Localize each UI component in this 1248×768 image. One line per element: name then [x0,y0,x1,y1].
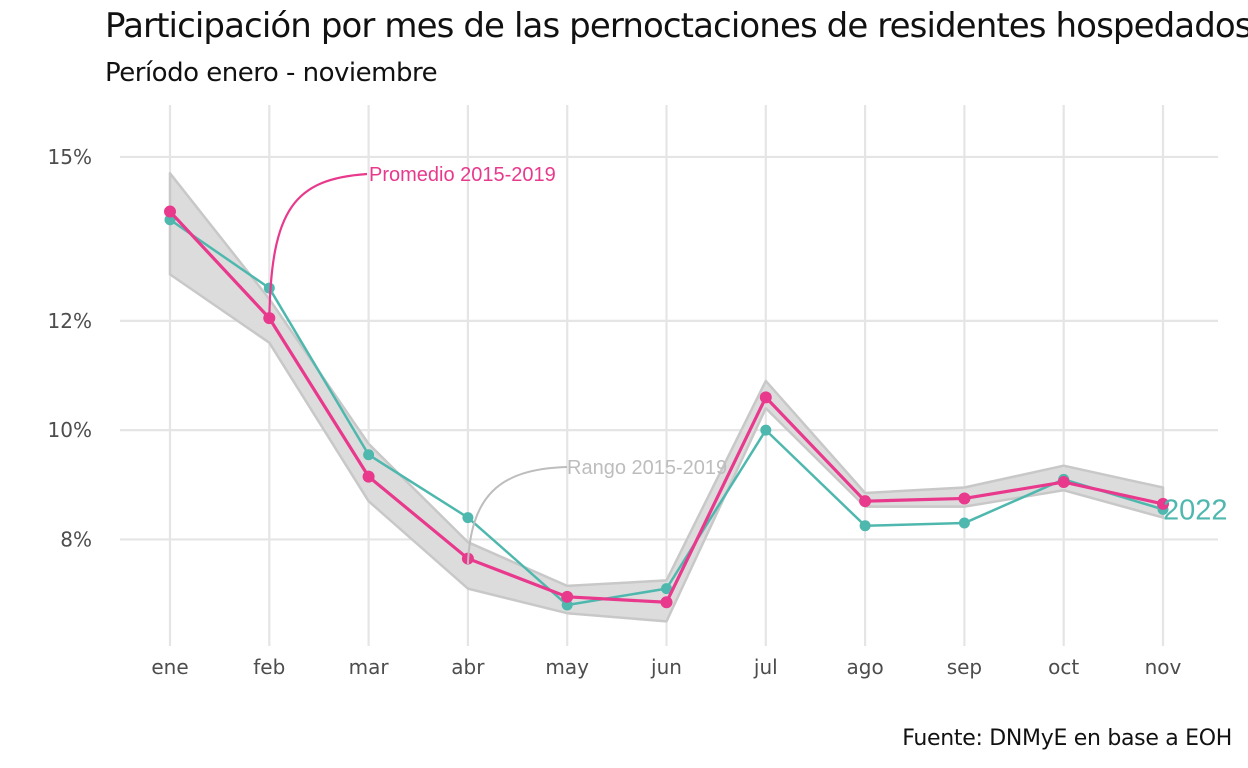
serie-2022-point-ago [859,520,871,532]
promedio-point-may [561,590,574,603]
serie-2022-point-jun [661,583,672,595]
x-tick-label-ene: ene [151,655,188,679]
promedio-point-oct [1057,476,1070,489]
promedio-point-jul [759,391,772,404]
promedio-point-ago [859,495,872,508]
x-tick-label-feb: feb [253,655,285,679]
x-tick-label-jul: jul [753,655,778,679]
promedio-annotation-curve [268,172,368,319]
x-tick-label-sep: sep [947,655,982,679]
promedio-point-nov [1157,497,1169,510]
x-tick-label-abr: abr [451,655,485,679]
x-tick-label-jun: jun [650,655,682,679]
serie-2022-point-ene [164,214,176,226]
serie-2022-point-may [561,599,573,611]
serie-2022-end-label: 2022 [1163,494,1228,526]
y-tick-label-10: 10% [48,418,92,442]
range-band [168,172,1165,623]
x-tick-label-may: may [545,655,589,679]
x-tick-label-mar: mar [349,655,390,679]
y-tick-label-15: 15% [48,145,92,169]
promedio-point-sep [958,492,971,505]
y-tick-label-12: 12% [48,309,92,333]
x-tick-label-ago: ago [847,655,884,679]
serie-2022-point-jul [760,424,772,436]
annotation-layer: Promedio 2015-2019 Rango 2015-2019 2022 [268,164,1228,565]
promedio-point-ene [164,205,176,218]
x-tick-label-nov: nov [1145,655,1182,679]
axis-layer: 8% 10% 12% 15% ene feb mar abr may jun jul ago sep oc… [48,145,1182,679]
y-tick-label-8: 8% [60,527,92,551]
serie-2022-point-mar [363,449,375,461]
rango-annotation-curve [466,466,568,565]
chart-title: Participación por mes de las pernoctacio… [105,6,1248,46]
serie-2022-point-feb [263,282,275,294]
rango-annotation-label: Rango 2015-2019 [567,457,727,479]
series-layer [164,205,1169,611]
serie-2022-point-abr [462,512,474,524]
range-band-layer [168,172,1165,623]
promedio-point-jun [660,596,673,609]
promedio-point-mar [362,470,375,483]
promedio-annotation-label: Promedio 2015-2019 [369,164,556,186]
chart-subtitle: Período enero - noviembre [105,58,438,88]
serie-2022-point-sep [958,517,970,529]
source-caption: Fuente: DNMyE en base a EOH [902,726,1232,751]
x-tick-label-oct: oct [1048,655,1079,679]
grid-layer [120,105,1218,646]
